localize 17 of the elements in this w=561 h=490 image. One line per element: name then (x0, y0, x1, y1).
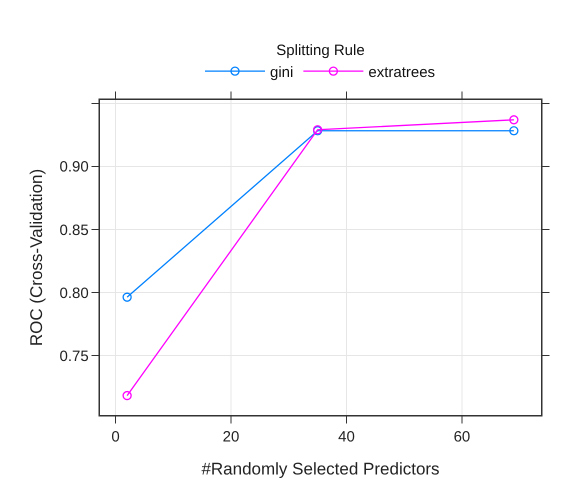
x-tick-label: 60 (454, 428, 470, 446)
point (122, 390, 132, 400)
y-tick-label: 0.85 (59, 222, 89, 239)
x-axis-title: #Randomly Selected Predictors (201, 460, 440, 479)
x-tick-label: 0 (111, 428, 120, 446)
x-tick-label: 20 (222, 428, 240, 446)
point (122, 292, 132, 302)
x-tick-label: 40 (338, 428, 355, 446)
legend-label: extratrees (368, 64, 436, 81)
y-tick-label: 0.75 (59, 348, 89, 365)
legend-label: gini (270, 64, 294, 81)
y-axis-title: ROC (Cross-Validation) (27, 168, 46, 346)
point (509, 115, 519, 124)
y-tick-label: 0.90 (59, 158, 89, 176)
point (509, 126, 519, 136)
y-tick-label: 0.80 (59, 284, 89, 302)
legend-title: Splitting Rule (276, 42, 365, 59)
